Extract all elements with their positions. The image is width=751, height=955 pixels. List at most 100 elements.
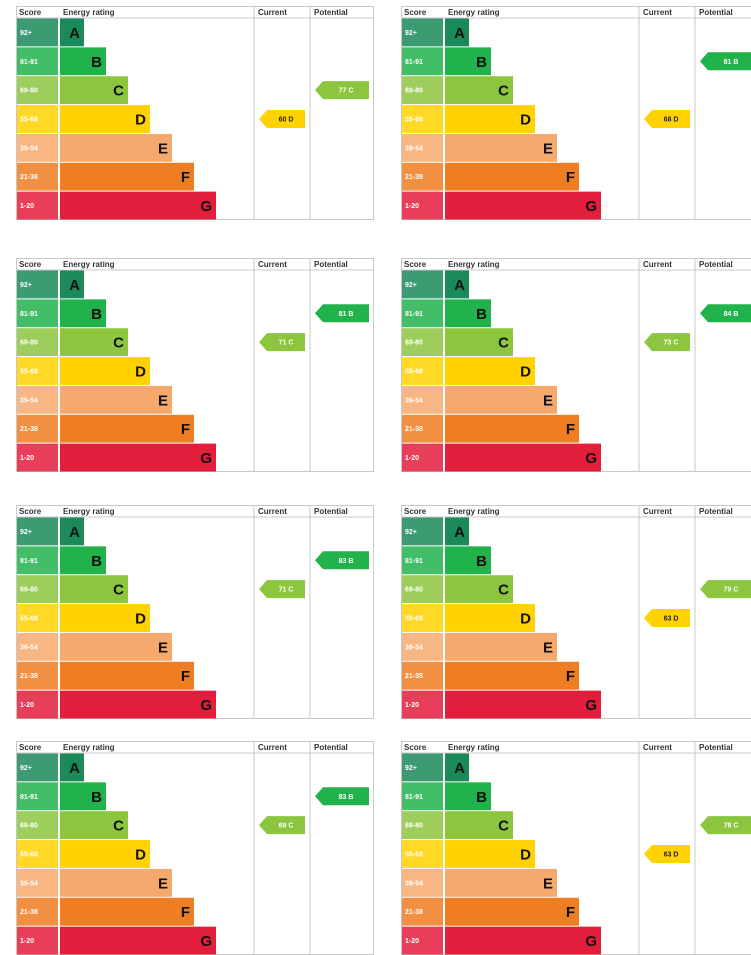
score-range-label: 1-20: [405, 203, 419, 210]
score-range-label: 21-38: [20, 909, 38, 916]
band-letter: D: [135, 611, 146, 628]
score-range-label: 1-20: [405, 938, 419, 945]
header-energy-rating: Energy rating: [448, 260, 500, 269]
header-potential: Potential: [314, 743, 348, 752]
band-letter: E: [158, 392, 168, 409]
score-range-label: 39-54: [20, 397, 38, 404]
score-range-label: 21-38: [405, 426, 423, 433]
header-potential: Potential: [314, 8, 348, 17]
score-range-label: 39-54: [405, 145, 423, 152]
score-range-label: 81-91: [20, 311, 38, 318]
band-letter: A: [69, 524, 80, 541]
score-range-label: 81-91: [405, 794, 423, 801]
band-letter: C: [498, 818, 509, 835]
band-letter: C: [113, 818, 124, 835]
header-potential: Potential: [699, 743, 733, 752]
potential-rating-label: 83 B: [339, 558, 354, 565]
score-range-label: 21-38: [20, 426, 38, 433]
header-potential: Potential: [699, 8, 733, 17]
rating-bar-f: [445, 415, 579, 443]
band-letter: E: [158, 875, 168, 892]
band-letter: C: [113, 83, 124, 100]
score-range-label: 69-80: [405, 587, 423, 594]
band-letter: D: [135, 112, 146, 129]
score-range-label: 55-68: [405, 852, 423, 859]
header-energy-rating: Energy rating: [63, 8, 115, 17]
rating-bar-g: [60, 444, 216, 472]
score-range-label: 69-80: [20, 340, 38, 347]
rating-bar-e: [445, 869, 557, 897]
header-current: Current: [643, 507, 672, 516]
rating-bar-g: [445, 927, 601, 955]
band-letter: D: [520, 364, 531, 381]
header-score: Score: [404, 743, 427, 752]
header-energy-rating: Energy rating: [63, 743, 115, 752]
band-letter: G: [200, 450, 212, 467]
score-range-label: 1-20: [20, 938, 34, 945]
score-range-label: 1-20: [405, 455, 419, 462]
band-letter: E: [543, 639, 553, 656]
rating-bar-g: [445, 192, 601, 220]
score-range-label: 81-91: [20, 59, 38, 66]
score-range-label: 55-68: [405, 117, 423, 124]
rating-bar-f: [60, 415, 194, 443]
band-letter: C: [498, 83, 509, 100]
band-letter: C: [113, 335, 124, 352]
score-range-label: 81-91: [405, 311, 423, 318]
potential-rating-label: 83 B: [339, 794, 354, 801]
header-score: Score: [19, 743, 42, 752]
score-range-label: 1-20: [20, 455, 34, 462]
score-range-label: 92+: [20, 282, 32, 289]
score-range-label: 21-38: [405, 673, 423, 680]
current-rating-label: 68 D: [664, 117, 679, 124]
band-letter: G: [200, 697, 212, 714]
score-range-label: 39-54: [20, 145, 38, 152]
rating-bar-g: [445, 691, 601, 719]
current-rating-label: 63 D: [664, 852, 679, 859]
score-range-label: 55-68: [20, 616, 38, 623]
band-letter: B: [91, 789, 102, 806]
band-letter: C: [113, 582, 124, 599]
header-potential: Potential: [314, 507, 348, 516]
rating-bar-f: [60, 898, 194, 926]
band-letter: A: [69, 25, 80, 42]
potential-rating-label: 81 B: [724, 59, 739, 66]
band-letter: E: [543, 140, 553, 157]
band-letter: B: [476, 553, 487, 570]
band-letter: B: [91, 54, 102, 71]
header-potential: Potential: [699, 507, 733, 516]
band-letter: B: [476, 54, 487, 71]
rating-bar-e: [60, 134, 172, 162]
header-score: Score: [19, 260, 42, 269]
band-letter: D: [135, 364, 146, 381]
band-letter: G: [585, 697, 597, 714]
band-letter: D: [520, 112, 531, 129]
rating-bar-e: [60, 633, 172, 661]
header-current: Current: [258, 507, 287, 516]
rating-bar-g: [60, 927, 216, 955]
score-range-label: 92+: [20, 529, 32, 536]
band-letter: F: [566, 169, 575, 186]
score-range-label: 92+: [20, 30, 32, 37]
score-range-label: 92+: [405, 282, 417, 289]
score-range-label: 81-91: [405, 558, 423, 565]
band-letter: A: [454, 524, 465, 541]
current-rating-label: 60 D: [279, 117, 294, 124]
score-range-label: 55-68: [405, 616, 423, 623]
header-energy-rating: Energy rating: [448, 8, 500, 17]
header-score: Score: [404, 8, 427, 17]
score-range-label: 81-91: [20, 794, 38, 801]
band-letter: G: [200, 933, 212, 950]
band-letter: G: [585, 450, 597, 467]
header-current: Current: [258, 260, 287, 269]
score-range-label: 39-54: [405, 880, 423, 887]
rating-bar-e: [60, 386, 172, 414]
score-range-label: 1-20: [405, 702, 419, 709]
